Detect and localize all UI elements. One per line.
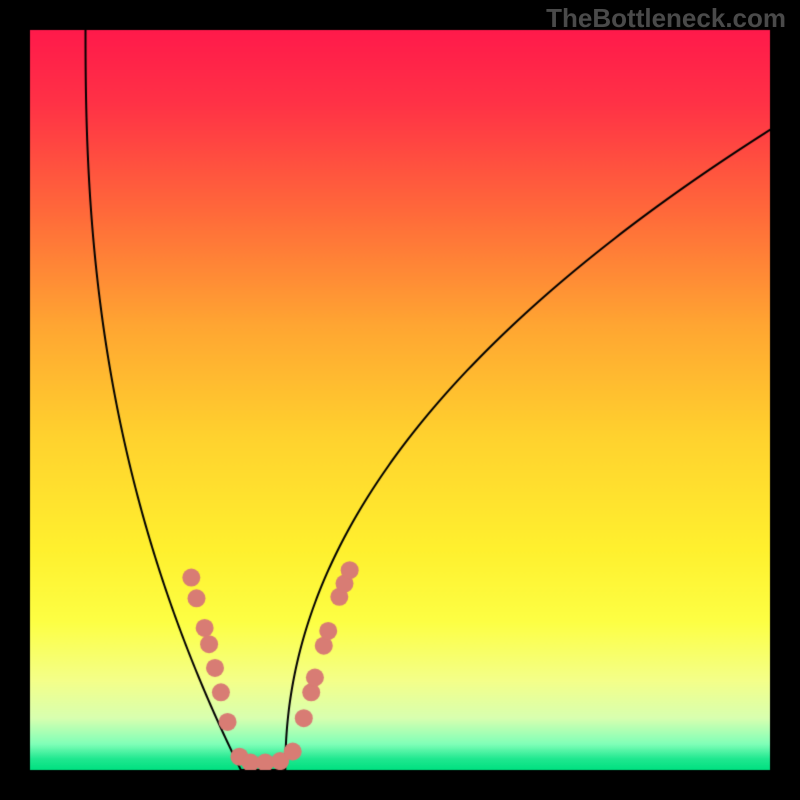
watermark-text: TheBottleneck.com (546, 3, 786, 34)
bottleneck-chart (0, 0, 800, 800)
